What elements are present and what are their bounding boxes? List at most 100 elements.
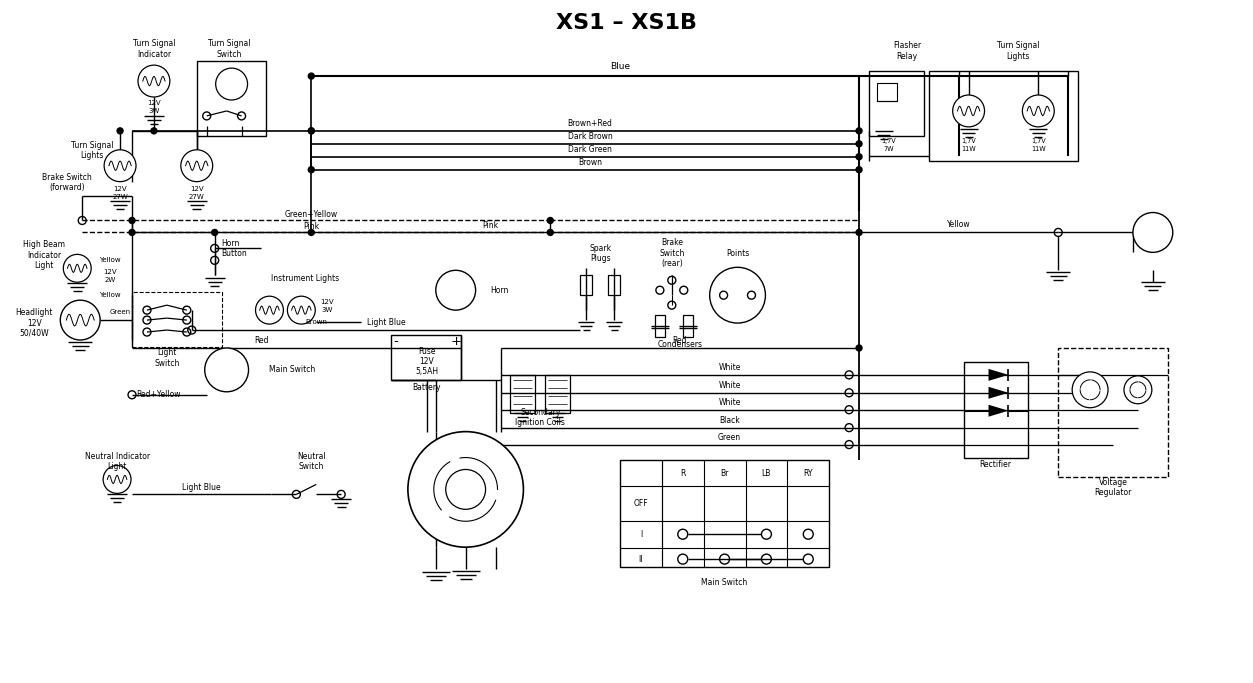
Circle shape <box>308 73 315 79</box>
Circle shape <box>104 150 137 182</box>
Bar <box>608 275 620 295</box>
Text: Light Blue: Light Blue <box>367 318 405 326</box>
Text: Blue: Blue <box>610 61 630 70</box>
Text: Turn Signal
Switch: Turn Signal Switch <box>208 40 251 59</box>
Circle shape <box>952 95 985 127</box>
Text: Instrument Lights: Instrument Lights <box>272 274 340 283</box>
Text: Condensers: Condensers <box>658 341 702 350</box>
Bar <box>545 375 570 413</box>
Text: Light
Switch: Light Switch <box>154 348 179 367</box>
Text: Red: Red <box>673 335 687 344</box>
Text: XS1 – XS1B: XS1 – XS1B <box>556 13 698 33</box>
Circle shape <box>856 229 862 236</box>
Bar <box>197 61 267 136</box>
Text: RY: RY <box>803 469 813 478</box>
Circle shape <box>548 229 554 236</box>
Text: Brake Switch
(forward): Brake Switch (forward) <box>43 173 93 193</box>
Bar <box>1059 348 1168 477</box>
Circle shape <box>308 229 315 236</box>
Text: 3W: 3W <box>148 108 159 114</box>
Circle shape <box>212 229 218 236</box>
Circle shape <box>1124 376 1152 404</box>
Text: Headlight
12V
50/40W: Headlight 12V 50/40W <box>16 308 53 338</box>
Text: Br: Br <box>720 469 729 478</box>
Text: 12V: 12V <box>190 186 203 192</box>
Text: 11W: 11W <box>1031 145 1046 152</box>
Text: 3W: 3W <box>322 307 333 313</box>
Circle shape <box>308 128 315 134</box>
Text: Yellow: Yellow <box>99 292 122 298</box>
Circle shape <box>129 229 135 236</box>
Polygon shape <box>989 387 1009 399</box>
Text: R: R <box>680 469 685 478</box>
Text: Secondary
Ignition Coils: Secondary Ignition Coils <box>515 408 565 428</box>
Text: Red+Yellow: Red+Yellow <box>137 390 182 400</box>
Circle shape <box>308 128 315 134</box>
Text: 12V: 12V <box>420 357 435 366</box>
Text: 1,7V: 1,7V <box>882 138 896 144</box>
Circle shape <box>856 128 862 134</box>
Text: OFF: OFF <box>634 499 648 508</box>
Circle shape <box>287 296 316 324</box>
Text: Neutral Indicator
Light: Neutral Indicator Light <box>84 452 149 471</box>
Circle shape <box>1073 372 1108 408</box>
Circle shape <box>103 466 132 493</box>
Circle shape <box>216 68 248 100</box>
Circle shape <box>548 217 554 223</box>
Circle shape <box>138 65 170 97</box>
Circle shape <box>129 217 135 223</box>
Circle shape <box>60 300 100 340</box>
Text: Red: Red <box>254 335 268 344</box>
Bar <box>580 275 593 295</box>
Text: 2W: 2W <box>104 277 115 283</box>
Text: Spark
Plugs: Spark Plugs <box>589 244 611 263</box>
Text: 12V: 12V <box>321 299 335 305</box>
Text: Battery: Battery <box>412 383 441 392</box>
Text: White: White <box>718 398 741 407</box>
Text: Turn Signal
Lights: Turn Signal Lights <box>71 141 114 161</box>
Text: I: I <box>640 530 642 539</box>
Text: -: - <box>393 335 398 348</box>
Text: Main Switch: Main Switch <box>269 365 316 374</box>
Text: 27W: 27W <box>189 193 204 199</box>
Polygon shape <box>989 405 1009 417</box>
Text: +: + <box>450 335 461 348</box>
Bar <box>620 460 829 567</box>
Text: II: II <box>639 555 643 563</box>
Text: 5,5AH: 5,5AH <box>415 367 439 376</box>
Bar <box>877 83 897 101</box>
Text: 1,7V: 1,7V <box>1031 138 1046 144</box>
Text: Turn Signal
Indicator: Turn Signal Indicator <box>133 40 175 59</box>
Text: Rectifier: Rectifier <box>980 460 1011 469</box>
Text: Light Blue: Light Blue <box>183 483 221 492</box>
Circle shape <box>150 128 157 134</box>
Circle shape <box>436 270 476 310</box>
Circle shape <box>117 128 123 134</box>
Text: Yellow: Yellow <box>947 220 971 229</box>
Text: Fuse: Fuse <box>419 348 436 357</box>
Text: Pink: Pink <box>482 221 499 230</box>
Text: Flasher
Relay: Flasher Relay <box>893 42 921 61</box>
Text: Green: Green <box>109 309 130 315</box>
Bar <box>683 315 693 337</box>
Text: 12V: 12V <box>103 269 117 275</box>
Text: Brown: Brown <box>578 158 603 167</box>
Bar <box>928 71 1078 161</box>
Circle shape <box>204 348 248 392</box>
Text: Voltage
Regulator: Voltage Regulator <box>1094 477 1131 497</box>
Text: Dark Brown: Dark Brown <box>568 133 613 141</box>
Text: Horn
Button: Horn Button <box>222 238 247 258</box>
Circle shape <box>856 154 862 160</box>
Text: Pink: Pink <box>303 222 320 231</box>
Text: Green: Green <box>718 433 741 442</box>
Text: 1,7V: 1,7V <box>961 138 976 144</box>
Circle shape <box>1022 95 1054 127</box>
Text: 12V: 12V <box>147 100 160 106</box>
Circle shape <box>446 469 486 510</box>
Text: White: White <box>718 381 741 390</box>
Text: Brake
Switch
(rear): Brake Switch (rear) <box>659 238 684 268</box>
Circle shape <box>1133 212 1173 252</box>
Circle shape <box>856 141 862 147</box>
Text: Green+Yellow: Green+Yellow <box>284 210 338 219</box>
Text: Brown: Brown <box>306 319 327 325</box>
